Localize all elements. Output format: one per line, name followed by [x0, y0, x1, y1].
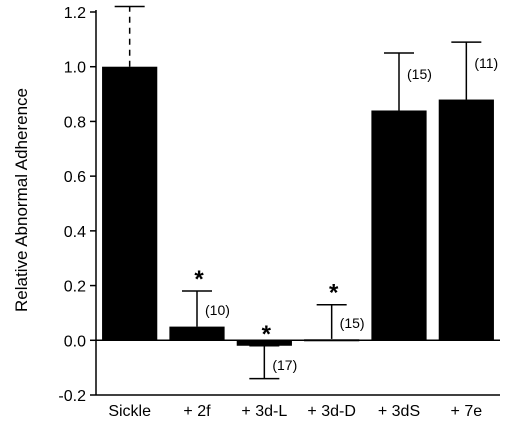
significance-star: * — [329, 280, 339, 307]
x-tick-label: + 2f — [183, 403, 211, 420]
x-tick-labels: Sickle + 2f + 3d-L + 3d-D + 3dS + 7e — [108, 403, 482, 420]
bars — [102, 66, 494, 346]
y-tick-label: 1.0 — [64, 60, 86, 77]
y-tick-label: 0.8 — [64, 114, 86, 131]
significance-star: * — [262, 321, 272, 348]
sample-size-label: (11) — [474, 55, 498, 71]
bar — [438, 99, 494, 341]
sample-size-label: (10) — [205, 302, 230, 318]
x-tick-label: + 7e — [451, 403, 483, 420]
error-bars — [114, 5, 482, 380]
y-axis-label: Relative Abnormal Adherence — [12, 88, 31, 312]
y-tick-label: 0.0 — [64, 333, 86, 350]
bar — [236, 340, 292, 346]
sample-size-label: (15) — [340, 315, 365, 331]
bar — [169, 326, 225, 341]
bar — [304, 339, 360, 342]
x-tick-label: Sickle — [108, 403, 151, 420]
sample-size-label: (17) — [272, 357, 297, 373]
y-tick-label: 0.6 — [64, 169, 86, 186]
y-tick-label: 1.2 — [64, 5, 86, 22]
x-tick-label: + 3dS — [378, 403, 420, 420]
y-tick-label: 0.4 — [64, 224, 86, 241]
y-tick-label: 0.2 — [64, 279, 86, 296]
bar — [102, 66, 158, 341]
x-tick-label: + 3d-L — [241, 403, 287, 420]
bar — [371, 110, 427, 341]
bar-annotations: (10)*(17)* (15)*(15)(11) — [194, 55, 498, 373]
sample-size-label: (15) — [407, 66, 432, 82]
significance-star: * — [194, 266, 204, 293]
y-tick-label: -0.2 — [58, 388, 86, 405]
y-ticks: -0.2 0.0 0.2 0.4 0.6 0.8 1.0 1.2 — [58, 5, 96, 405]
x-tick-label: + 3d-D — [307, 403, 355, 420]
